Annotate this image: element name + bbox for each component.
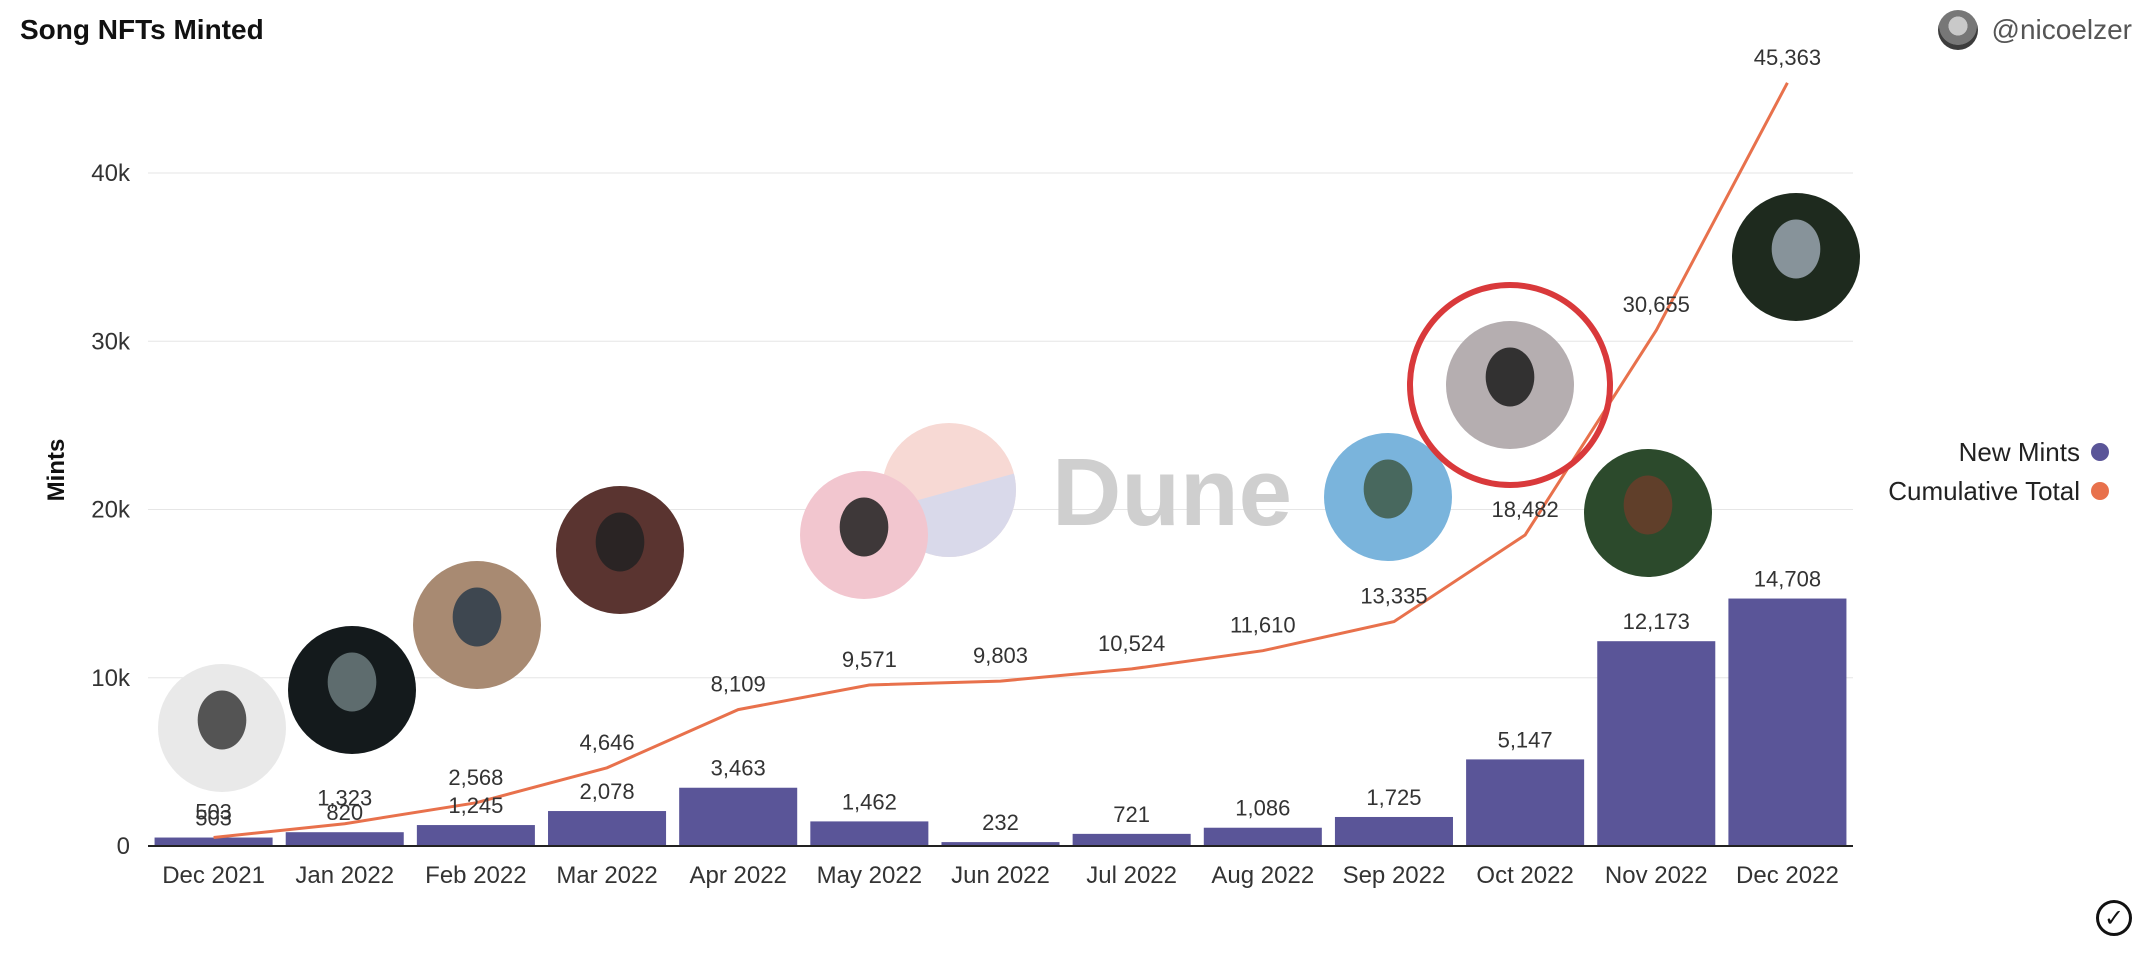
artist-portrait-figure [1771,219,1821,279]
highlight-ring [1407,282,1613,488]
bar [679,787,798,846]
bar [1203,827,1322,846]
x-axis: Dec 2021 Jan 2022 Feb 2022 Mar 2022 Apr 2022… [162,862,1839,889]
user-avatar[interactable] [1937,10,1978,50]
bar-value-label: 1,725 [1366,785,1421,810]
line-value-label: 10,524 [1098,631,1165,656]
y-tick-label: 10k [91,665,131,692]
artist-portrait-figure [1363,459,1413,519]
bar-value-label: 721 [1113,802,1150,827]
line-value-label: 45,363 [1754,45,1821,70]
cumulative-line [213,82,1789,839]
bars-new-mints [154,598,1847,846]
y-tick-label: 0 [117,833,130,860]
legend-new-mints-label: New Mints [1959,437,2080,467]
artist-portrait-figure [595,512,645,572]
artist-portrait-figure [327,652,377,712]
bar [1466,759,1585,846]
line-value-label: 18,482 [1491,497,1558,522]
artist-portrait-figure [197,690,247,750]
y-tick-label: 30k [91,328,131,355]
bar-value-label: 12,173 [1623,609,1690,634]
y-axis-title: Mints [43,439,70,502]
y-axis: 0 10k 20k 30k 40k [91,160,131,860]
y-tick-label: 40k [91,160,131,187]
legend-new-mints-swatch [2091,443,2109,461]
line-value-label: 8,109 [711,672,766,697]
bar-value-label: 3,463 [711,756,766,781]
x-tick-label: Nov 2022 [1605,862,1708,889]
bar [154,837,273,846]
bar-value-label: 1,086 [1235,796,1290,821]
checkmark-circle-icon[interactable]: ✓ [2096,900,2132,936]
x-tick-label: Sep 2022 [1343,862,1446,889]
line-value-label: 1,323 [317,786,372,811]
grid-lines [148,172,1853,679]
bar-value-label: 503 [195,806,232,831]
artist-portrait-figure [1623,475,1673,535]
bar [548,811,667,846]
artist-portraits [158,193,1860,792]
line-value-label: 9,571 [842,647,897,672]
watermark-text: Dune [1052,439,1292,546]
page-title: Song NFTs Minted [20,14,264,45]
bar [1072,833,1191,846]
dune-watermark: Dune [882,423,1292,557]
line-data-labels: 503 1,323 2,568 4,646 8,109 9,571 9,803 10,524 1… [195,45,1821,825]
bar [941,842,1060,846]
artist-portrait-figure [452,587,502,647]
x-tick-label: May 2022 [817,862,922,889]
bar-data-labels: 503 820 1,245 2,078 3,463 1,462 232 721 1,086 1,7… [195,567,1821,836]
bar-value-label: 5,147 [1498,727,1553,752]
line-value-label: 503 [195,800,232,825]
bar [810,821,929,846]
x-tick-label: Dec 2021 [162,862,265,889]
x-tick-label: Oct 2022 [1476,862,1573,889]
legend: New Mints Cumulative Total [1888,437,2109,506]
line-value-label: 4,646 [580,730,635,755]
x-tick-label: Mar 2022 [556,862,657,889]
line-value-label: 2,568 [448,765,503,790]
bar [1597,641,1716,846]
artist-portrait-figure [1485,347,1535,407]
x-tick-label: Jul 2022 [1086,862,1177,889]
bar-value-label: 1,245 [448,793,503,818]
line-value-label: 11,610 [1230,613,1296,638]
x-tick-label: Feb 2022 [425,862,526,889]
bar-value-label: 1,462 [842,789,897,814]
x-tick-label: Apr 2022 [689,862,786,889]
y-tick-label: 20k [91,497,131,524]
bar [285,832,404,846]
legend-cumulative-swatch [2091,482,2109,500]
bar-value-label: 232 [982,810,1019,835]
line-value-label: 30,655 [1623,292,1690,317]
x-tick-label: Dec 2022 [1736,862,1839,889]
bar [416,825,535,846]
line-value-label: 13,335 [1360,584,1427,609]
bar [1728,598,1847,846]
x-tick-label: Aug 2022 [1211,862,1314,889]
legend-cumulative-label: Cumulative Total [1888,476,2080,506]
line-value-label: 9,803 [973,643,1028,668]
user-handle[interactable]: @nicoelzer [1991,14,2132,45]
bar-value-label: 2,078 [580,779,635,804]
x-tick-label: Jan 2022 [295,862,394,889]
x-tick-label: Jun 2022 [951,862,1050,889]
bar-value-label: 820 [326,800,363,825]
bar-value-label: 14,708 [1754,567,1821,592]
bar [1334,816,1453,846]
user-badge[interactable]: @nicoelzer [1937,10,2132,50]
artist-portrait-figure [839,497,889,557]
